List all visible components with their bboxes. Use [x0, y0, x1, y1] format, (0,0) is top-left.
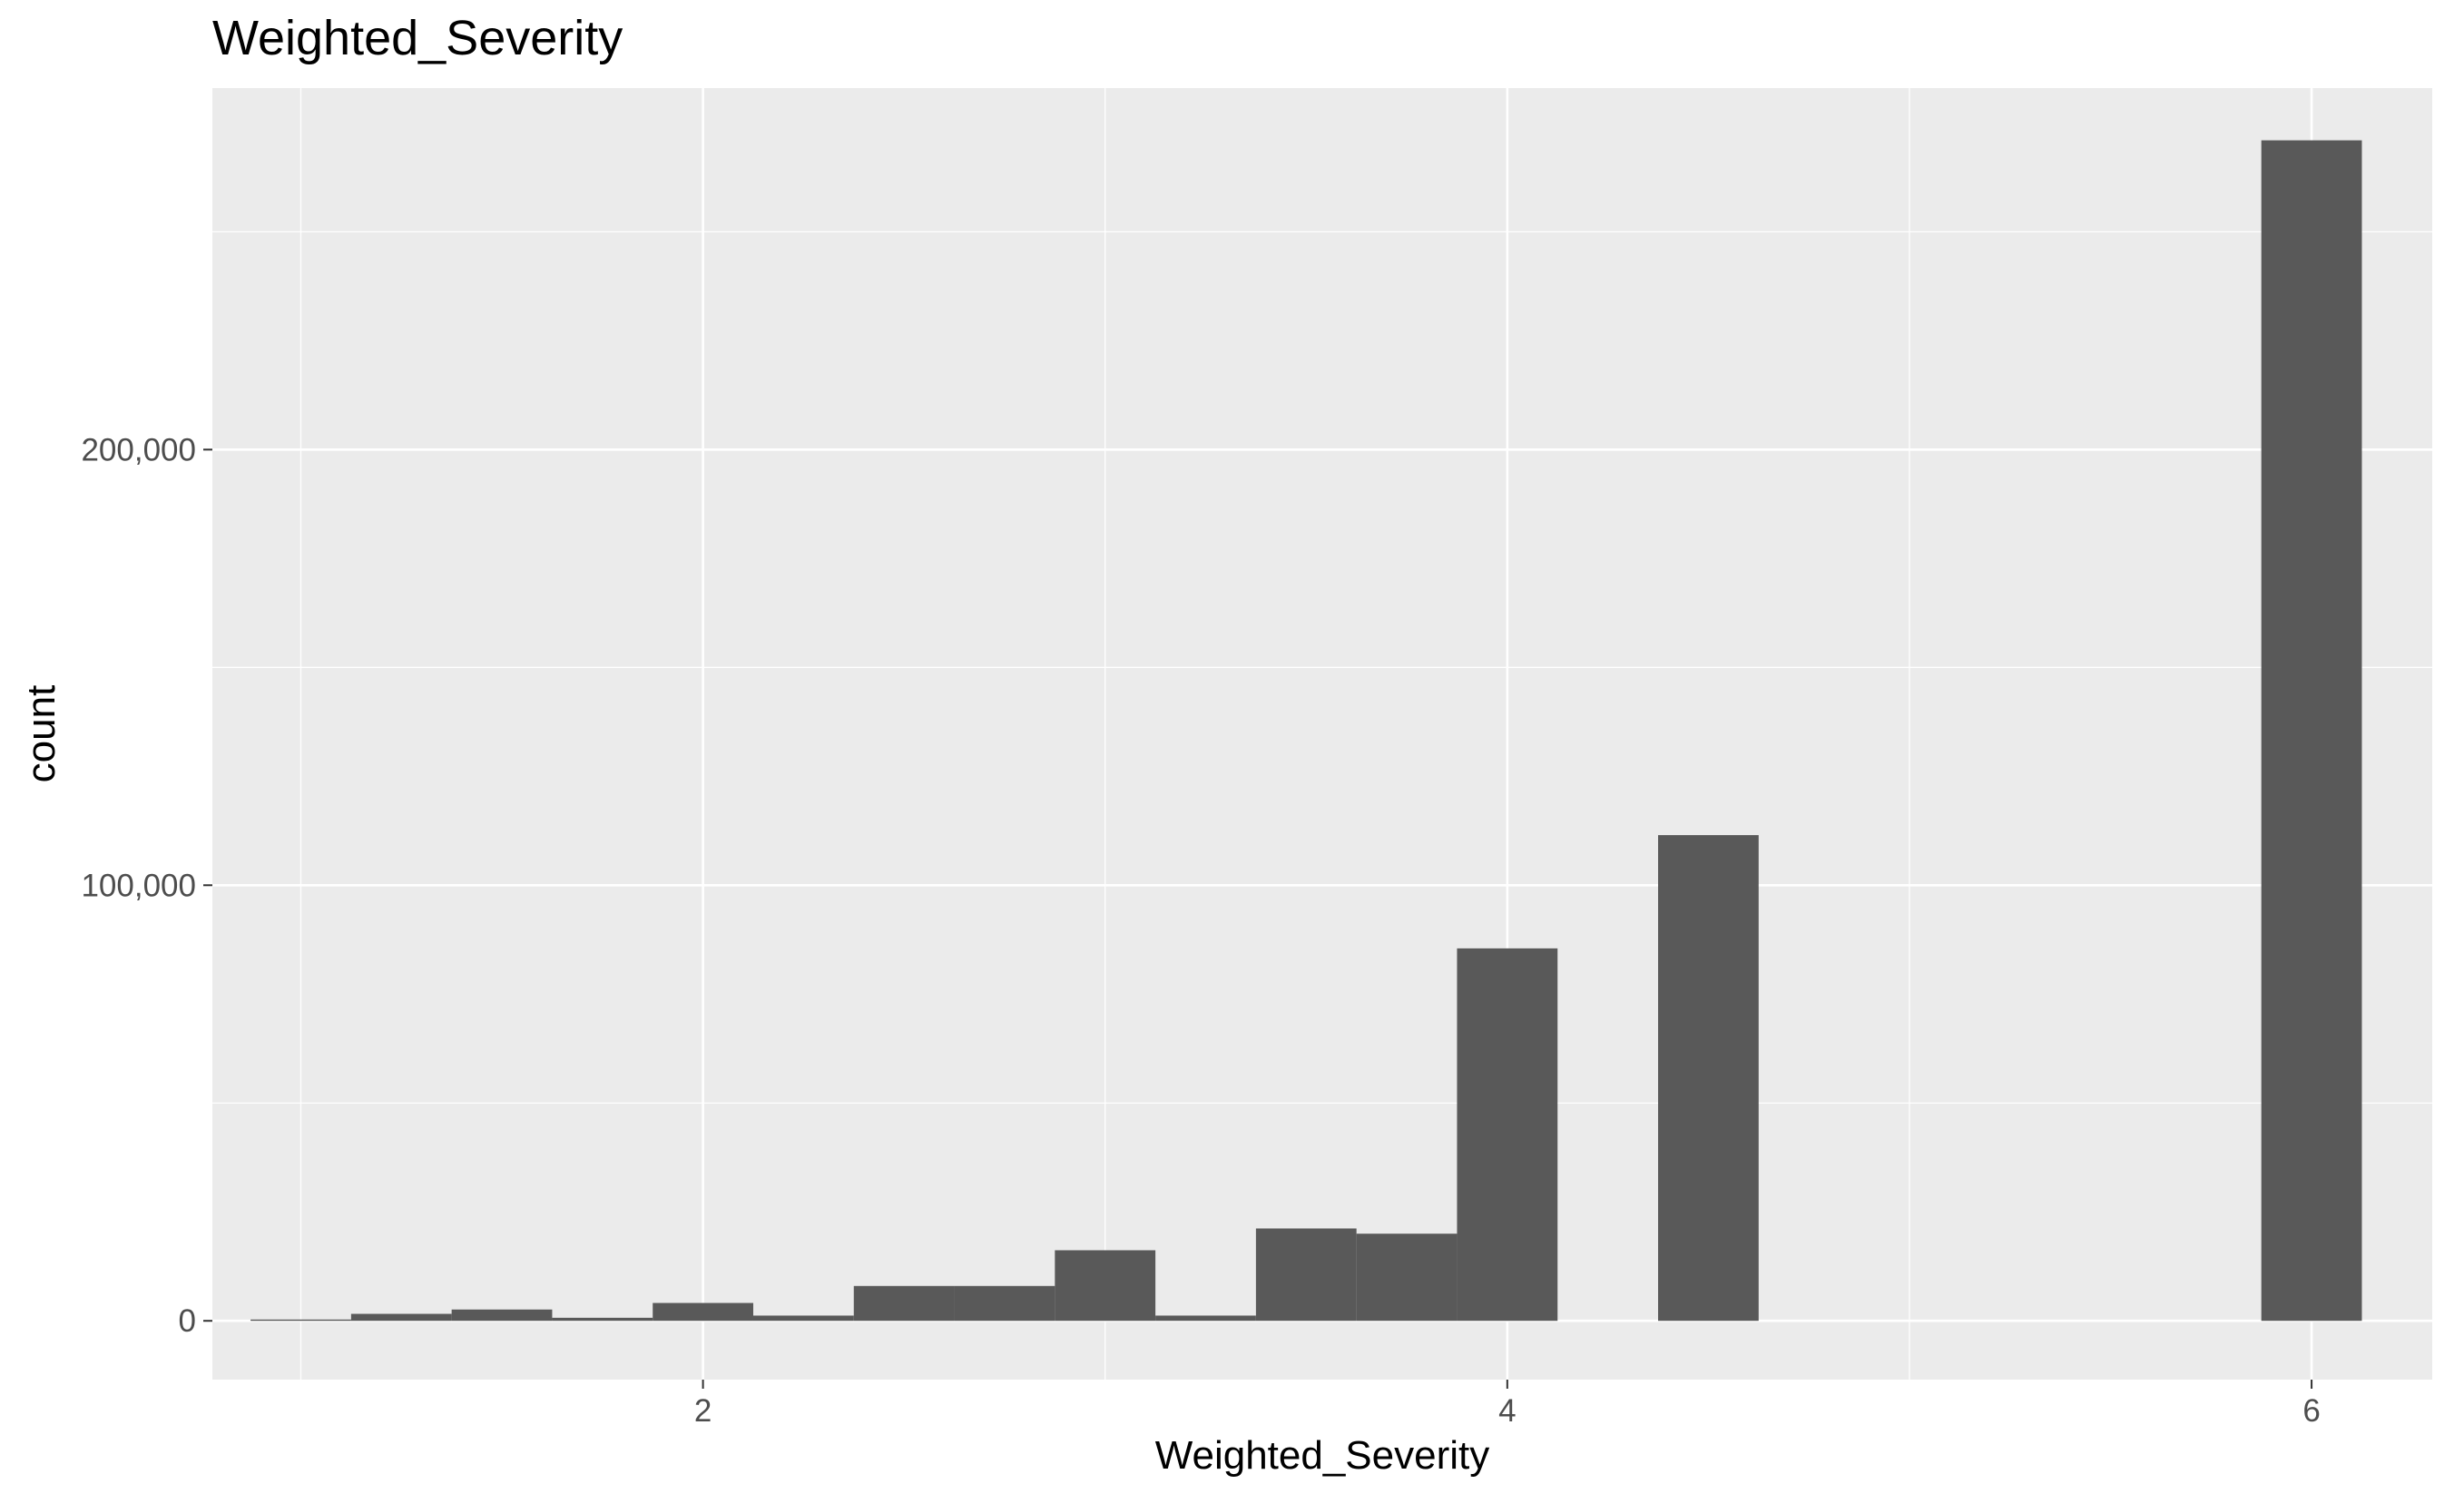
histogram-bar	[1457, 948, 1558, 1322]
histogram-bar	[1356, 1234, 1458, 1322]
y-axis: 0 100,000 200,000	[81, 432, 212, 1339]
histogram-bar	[1255, 1228, 1357, 1322]
y-tick-label: 100,000	[81, 868, 196, 903]
histogram-bar	[1055, 1250, 1156, 1322]
x-axis-title: Weighted_Severity	[1155, 1433, 1490, 1478]
x-tick-label: 6	[2302, 1393, 2320, 1429]
histogram-bar	[1658, 835, 1759, 1322]
histogram-bar	[954, 1285, 1055, 1322]
minor-gridlines	[212, 88, 2432, 1380]
x-tick-label: 2	[694, 1393, 712, 1429]
y-axis-title: count	[19, 685, 64, 783]
histogram-bar	[552, 1317, 653, 1322]
plot-panel	[212, 88, 2432, 1380]
histogram-bar	[1155, 1315, 1256, 1322]
histogram-bar	[250, 1319, 351, 1322]
histogram-bar	[752, 1315, 854, 1322]
histogram-bar	[2261, 140, 2362, 1322]
y-tick-label: 200,000	[81, 432, 196, 467]
histogram-bar	[451, 1309, 553, 1322]
y-tick-label: 0	[179, 1303, 196, 1339]
chart-title: Weighted_Severity	[212, 11, 623, 65]
histogram-bar	[653, 1302, 753, 1322]
histogram-bar	[350, 1313, 452, 1322]
x-axis: 2 4 6	[694, 1380, 2321, 1429]
histogram-bars	[250, 140, 2362, 1322]
x-tick-label: 4	[1498, 1393, 1516, 1429]
histogram-bar	[853, 1285, 955, 1322]
